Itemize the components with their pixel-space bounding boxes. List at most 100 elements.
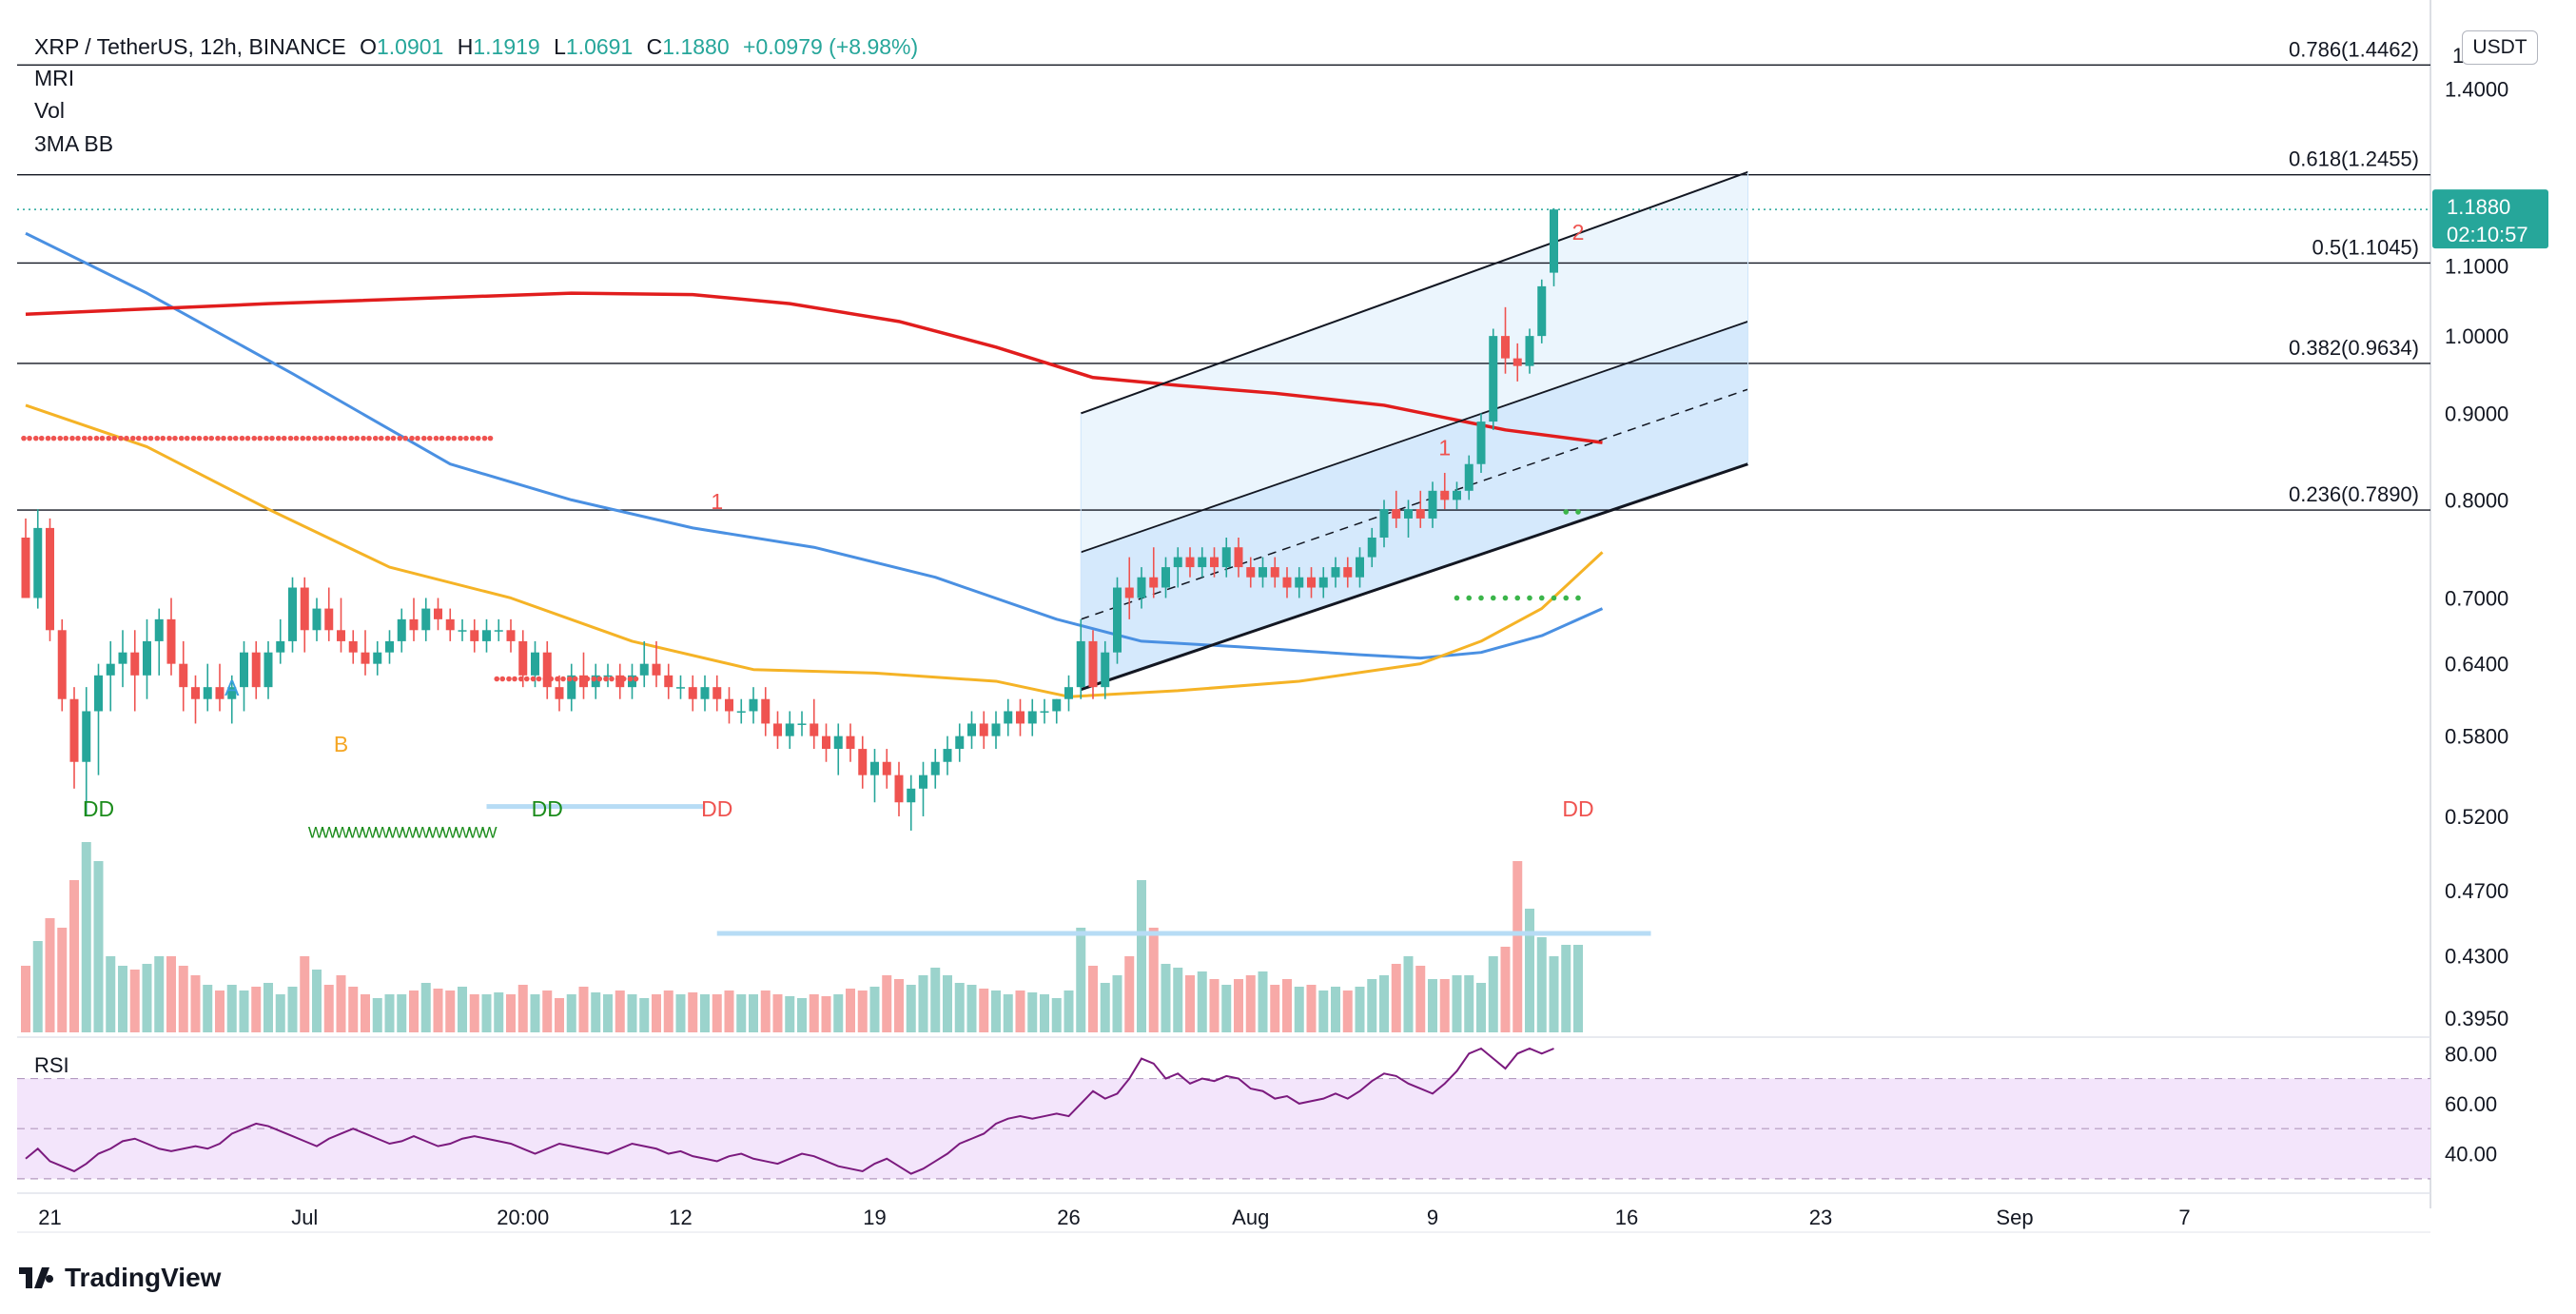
- volume-bar: [578, 987, 589, 1032]
- candle-body: [421, 608, 431, 631]
- green-dot: [1478, 595, 1484, 601]
- channel-fill-lower: [1081, 321, 1748, 690]
- red-dot: [208, 435, 215, 441]
- volume-bar: [530, 994, 540, 1032]
- volume-bar: [943, 975, 952, 1032]
- candle-body: [46, 527, 54, 631]
- channel-mid-line: [1080, 320, 1748, 554]
- candle-body: [1270, 567, 1279, 578]
- candle-body: [919, 775, 927, 789]
- red-dot: [523, 676, 530, 682]
- volume-bar: [930, 968, 941, 1032]
- volume-bar: [1137, 880, 1146, 1032]
- volume-bar: [1342, 990, 1353, 1032]
- indicator-vol[interactable]: Vol: [34, 98, 65, 123]
- volume-bar: [178, 966, 188, 1032]
- candle-body: [700, 687, 710, 699]
- volume-bar: [32, 941, 43, 1032]
- volume-bar: [918, 975, 928, 1032]
- volume-bar: [1367, 979, 1377, 1032]
- volume-bar: [1318, 990, 1329, 1032]
- volume-bar: [1355, 987, 1365, 1032]
- green-dot: [1466, 595, 1473, 601]
- channel-top-line: [1080, 170, 1748, 415]
- candle-body: [785, 723, 794, 736]
- red-dot: [318, 435, 323, 441]
- candle-body: [1004, 711, 1013, 724]
- red-dot: [390, 435, 397, 441]
- volume-bar: [481, 994, 492, 1032]
- candle-body: [1331, 567, 1340, 578]
- volume-bar: [1379, 975, 1389, 1032]
- indicator-mri[interactable]: MRI: [34, 66, 75, 90]
- candle-body: [458, 630, 467, 632]
- time-tick-label: 7: [2178, 1206, 2190, 1229]
- candle-body: [542, 652, 552, 688]
- red-dot: [75, 435, 81, 441]
- red-dot: [293, 435, 300, 441]
- volume-bar: [1464, 975, 1474, 1032]
- indicator-3ma-bb[interactable]: 3MA BB: [34, 131, 114, 156]
- red-dot: [566, 676, 573, 682]
- red-dot: [287, 435, 294, 441]
- volume-bar: [566, 994, 576, 1032]
- candle-body: [1453, 490, 1461, 500]
- volume-bar: [906, 985, 916, 1032]
- chart-annotation: DD: [701, 796, 732, 821]
- tradingview-logo[interactable]: TradingView: [19, 1263, 221, 1293]
- candle-body: [191, 687, 200, 699]
- high-value: 1.1919: [473, 34, 540, 59]
- red-dot: [281, 435, 287, 441]
- time-tick-label: 12: [669, 1206, 692, 1229]
- ma-orange-line: [25, 403, 1604, 698]
- candle-body: [397, 618, 406, 641]
- candle-body: [1343, 567, 1353, 578]
- volume-bar: [700, 994, 710, 1032]
- price-countdown: 02:10:57: [2447, 223, 2528, 246]
- red-dot: [463, 435, 469, 441]
- candle-body: [1064, 687, 1073, 699]
- red-dot: [499, 676, 506, 682]
- candle-body: [106, 663, 115, 676]
- red-dot: [361, 435, 366, 441]
- candle-body: [1185, 557, 1195, 568]
- red-dot: [420, 435, 427, 441]
- chart-annotation: 1: [1438, 436, 1451, 461]
- red-dot: [354, 435, 361, 441]
- candle-body: [773, 723, 782, 736]
- volume-bar: [1294, 987, 1304, 1032]
- currency-button[interactable]: USDT: [2462, 30, 2538, 65]
- red-dot: [81, 435, 88, 441]
- time-tick-label: 20:00: [497, 1206, 549, 1229]
- volume-bar: [275, 994, 285, 1032]
- channel-dashed-line: [1081, 388, 1748, 620]
- symbol-header: XRP / TetherUS, 12h, BINANCE O1.0901 H1.…: [34, 34, 918, 60]
- volume-bar: [251, 987, 262, 1032]
- red-dot: [378, 435, 384, 441]
- green-dot: [1575, 509, 1581, 515]
- candle-body: [1367, 537, 1376, 558]
- low-label: L: [554, 34, 566, 59]
- candle-body: [894, 775, 904, 803]
- volume-bar: [688, 992, 698, 1032]
- candle-body: [930, 761, 940, 775]
- candle-body: [1027, 711, 1037, 724]
- candle-body: [967, 723, 976, 736]
- close-label: C: [646, 34, 663, 59]
- volume-bar: [348, 987, 359, 1032]
- red-dot: [263, 435, 269, 441]
- red-dot: [458, 435, 463, 441]
- volume-bar: [1391, 964, 1401, 1032]
- volume-bar: [1245, 975, 1256, 1032]
- candle-body: [579, 675, 588, 688]
- time-tick-label: 23: [1809, 1206, 1832, 1229]
- volume-bar: [797, 998, 807, 1032]
- red-dot: [147, 435, 154, 441]
- volume-bar: [1573, 945, 1583, 1032]
- red-dot: [397, 435, 403, 441]
- red-dot: [215, 435, 221, 441]
- volume-bar: [542, 990, 553, 1032]
- candle-body: [603, 675, 613, 677]
- red-dot: [627, 676, 634, 682]
